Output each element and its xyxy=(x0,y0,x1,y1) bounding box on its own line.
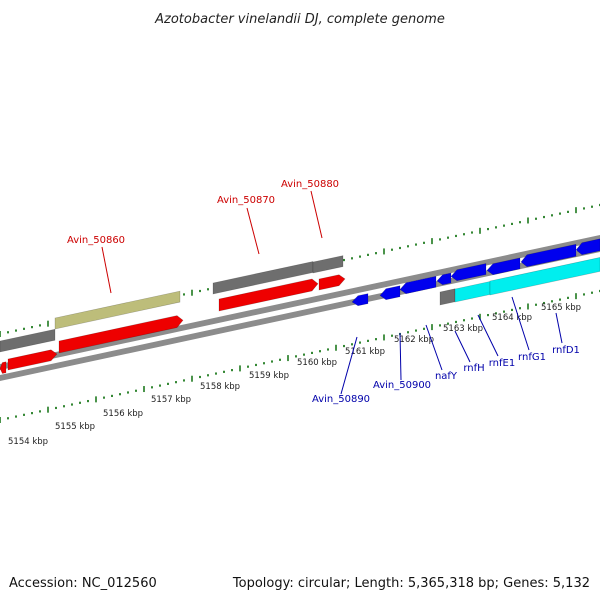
cds-arrow-red-avin-50860 xyxy=(58,315,184,354)
cds-arrow-blue-rnfe1 xyxy=(450,263,487,282)
tick-label: 5155 kbp xyxy=(55,422,95,432)
leader-line-avin-50900 xyxy=(399,332,402,381)
gene-label-rnfd1[interactable]: rnfD1 xyxy=(552,345,580,356)
gene-features xyxy=(0,238,600,374)
leader-line-avin-50880 xyxy=(310,190,323,239)
tick-labels: 5154 kbp 5155 kbp 5156 kbp 5157 kbp 5158 kbp… xyxy=(8,303,581,447)
tick-label: 5159 kbp xyxy=(249,371,289,381)
tick-label: 5162 kbp xyxy=(394,335,434,345)
tick-label: 5163 kbp xyxy=(443,324,483,334)
cds-arrow-blue-rnfh xyxy=(436,272,452,286)
leader-line-rnfd1 xyxy=(555,312,563,344)
gene-label-rnfe1[interactable]: rnfE1 xyxy=(489,358,515,369)
cds-arrow-blue-rnfd1 xyxy=(520,243,577,268)
gene-label-avin-50880[interactable]: Avin_50880 xyxy=(281,179,339,190)
leader-line-avin-50870 xyxy=(246,207,260,255)
cds-arrow-blue-avin-50890 xyxy=(351,293,369,307)
cds-arrow-red xyxy=(0,361,7,374)
gene-label-rnfh[interactable]: rnfH xyxy=(463,363,484,374)
gene-bar-olive xyxy=(54,290,181,330)
map-title: Azotobacter vinelandii DJ, complete geno… xyxy=(154,12,445,27)
tick-label: 5154 kbp xyxy=(8,437,48,447)
gene-label-avin-50890[interactable]: Avin_50890 xyxy=(312,394,370,405)
gene-labels: Avin_50860 Avin_50870 Avin_50880 Avin_50890… xyxy=(67,179,580,405)
leader-line-rnfg1 xyxy=(511,296,530,351)
leader-line-nafy xyxy=(425,324,443,371)
cds-arrow-blue-rnfg1 xyxy=(486,257,521,276)
tick-label: 5164 kbp xyxy=(492,313,532,323)
label-leaders xyxy=(101,190,563,395)
gene-label-nafy[interactable]: nafY xyxy=(435,371,458,382)
gene-label-avin-50860[interactable]: Avin_50860 xyxy=(67,235,125,246)
gene-bar-grey xyxy=(0,328,56,353)
genome-summary-text: Topology: circular; Length: 5,365,318 bp… xyxy=(232,576,590,591)
tick-label: 5161 kbp xyxy=(345,347,385,357)
gene-label-avin-50870[interactable]: Avin_50870 xyxy=(217,195,275,206)
gene-label-avin-50900[interactable]: Avin_50900 xyxy=(373,380,431,391)
tick-label: 5160 kbp xyxy=(297,358,337,368)
cds-arrow-red xyxy=(7,349,58,371)
tick-row-bottom xyxy=(0,289,600,423)
tick-label: 5158 kbp xyxy=(200,382,240,392)
tick-label: 5157 kbp xyxy=(151,395,191,405)
leader-line-rnfh xyxy=(454,330,471,363)
leader-line-avin-50860 xyxy=(101,246,112,294)
leader-line-avin-50890 xyxy=(340,336,358,395)
cds-arrow-blue-nafy xyxy=(399,275,437,295)
cds-arrow-blue xyxy=(575,238,600,256)
accession-text: Accession: NC_012560 xyxy=(9,576,157,591)
leader-line-rnfe1 xyxy=(477,314,499,357)
tick-label: 5165 kbp xyxy=(541,303,581,313)
cds-arrow-blue-avin-50900 xyxy=(379,285,401,301)
gene-label-rnfg1[interactable]: rnfG1 xyxy=(518,352,546,363)
gene-bar-cyan-rnf xyxy=(489,257,600,296)
gene-bar-cyan xyxy=(454,281,491,303)
backbone-outer xyxy=(0,235,600,370)
gene-bar-grey-small xyxy=(439,288,456,306)
gene-bar-grey-avin-50880 xyxy=(312,255,344,274)
cds-arrow-red-avin-50880 xyxy=(318,274,346,291)
tick-label: 5156 kbp xyxy=(103,409,143,419)
cds-arrow-red-avin-50870 xyxy=(218,278,319,312)
